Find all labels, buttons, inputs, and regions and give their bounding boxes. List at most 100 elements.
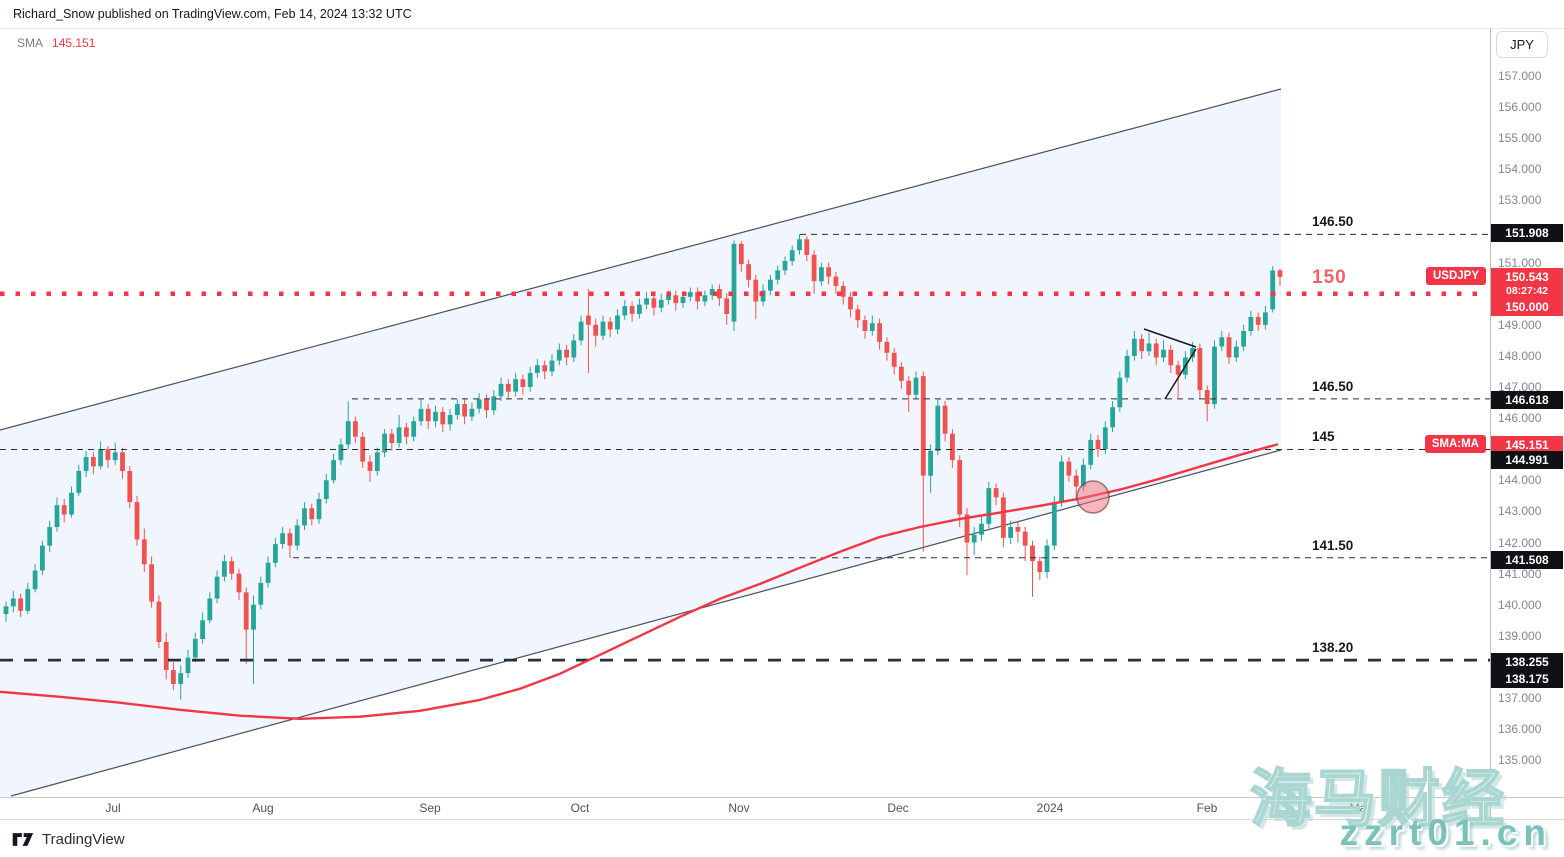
candle-body <box>768 279 773 291</box>
candle-body <box>484 399 489 411</box>
candle-body <box>513 379 518 392</box>
candle-body <box>629 306 635 314</box>
candle-body <box>40 545 45 571</box>
candle-body <box>986 488 992 524</box>
candle-body <box>61 505 67 515</box>
candle-body <box>433 411 438 422</box>
candle-body <box>906 380 912 395</box>
level-label[interactable]: 150 <box>1312 266 1347 288</box>
candle-body <box>396 427 402 443</box>
price-tick: 147.000 <box>1498 380 1542 394</box>
candle-body <box>1066 461 1072 476</box>
candle-body <box>163 642 169 670</box>
candle-body <box>425 408 431 422</box>
price-tick: 140.000 <box>1498 597 1542 612</box>
channel-lower-line[interactable] <box>10 449 1282 797</box>
candle-body <box>10 598 16 607</box>
candle-body <box>141 539 147 565</box>
level-price-badge: 151.908 <box>1491 224 1563 242</box>
candle-body <box>1197 348 1203 391</box>
indicator-legend[interactable]: SMA 145.151 <box>17 36 95 50</box>
published-byline: Richard_Snow published on TradingView.co… <box>13 7 412 21</box>
candle-body <box>549 360 555 372</box>
candle-body <box>214 576 220 599</box>
candle-body <box>91 457 96 467</box>
candle-body <box>83 457 89 471</box>
candle-body <box>775 270 781 280</box>
candle-body <box>556 349 562 361</box>
candle-body <box>353 421 358 437</box>
candle-body <box>338 444 344 461</box>
level-label[interactable]: 146.50 <box>1312 378 1354 394</box>
candle-body <box>702 295 708 302</box>
price-tick: 141.000 <box>1498 566 1542 581</box>
candle-body <box>192 638 198 658</box>
price-axis-border <box>1490 28 1491 819</box>
level-label[interactable]: 138.20 <box>1312 640 1354 656</box>
highlight-circle[interactable] <box>1076 480 1110 514</box>
wedge-trendline[interactable] <box>1164 348 1197 400</box>
level-label[interactable]: 141.50 <box>1312 537 1354 553</box>
candle-body <box>1168 349 1174 366</box>
candle-body <box>891 352 897 367</box>
candle-body <box>869 323 875 331</box>
level-label[interactable]: 145 <box>1312 429 1335 445</box>
candle-body <box>920 376 926 476</box>
candlestick-chart[interactable] <box>0 0 1490 857</box>
channel-upper-line[interactable] <box>0 88 1282 431</box>
candle-body <box>251 604 256 630</box>
candle-body <box>3 606 9 615</box>
level-price-badge: 144.991 <box>1491 451 1563 469</box>
candle-body <box>833 276 839 286</box>
candle-body <box>265 562 271 583</box>
candle-body <box>476 399 482 409</box>
candle-body <box>862 320 868 331</box>
candle-body <box>950 433 955 461</box>
candle-body <box>207 598 213 621</box>
candle-body <box>1088 439 1094 465</box>
candle-body <box>826 267 831 277</box>
candle-body <box>993 488 999 498</box>
month-tick: 2024 <box>1036 801 1064 815</box>
candle-body <box>913 377 919 395</box>
currency-toggle-button[interactable]: JPY <box>1496 31 1548 58</box>
wedge-trendline[interactable] <box>1143 328 1197 348</box>
trend-channel-fill <box>0 89 1281 797</box>
candle-body <box>753 279 759 302</box>
candle-body <box>979 523 984 535</box>
candle-body <box>695 292 700 302</box>
candle-body <box>200 620 205 639</box>
candle-body <box>280 533 285 545</box>
candle-body <box>709 289 715 296</box>
candle-body <box>717 289 722 299</box>
candle-body <box>1241 331 1246 347</box>
candle-body <box>404 427 409 437</box>
candle-body <box>389 433 395 443</box>
candle-body <box>1255 317 1261 325</box>
candle-body <box>1204 390 1210 405</box>
candle-body <box>571 340 577 358</box>
candle-body <box>782 261 788 271</box>
candle-body <box>899 366 904 381</box>
candle-body <box>637 304 642 314</box>
candle-body <box>1102 427 1108 450</box>
candle-body <box>964 514 970 543</box>
candle-body <box>586 315 591 325</box>
candle-body <box>469 408 475 417</box>
active-price-badge: 150.543 <box>1491 268 1563 286</box>
candle-body <box>273 544 278 563</box>
candle-body <box>18 598 23 611</box>
candle-body <box>724 298 730 314</box>
price-tick: 135.000 <box>1498 753 1542 768</box>
candle-body <box>819 267 824 282</box>
candle-body <box>578 321 584 341</box>
candle-body <box>535 365 540 373</box>
candle-body <box>287 533 293 546</box>
candle-body <box>1146 343 1152 352</box>
level-label[interactable]: 146.50 <box>1312 214 1354 230</box>
candle-body <box>171 670 176 684</box>
tradingview-brand[interactable]: TradingView <box>12 831 125 848</box>
candle-body <box>25 589 31 611</box>
time-axis-border-top <box>0 797 1564 798</box>
